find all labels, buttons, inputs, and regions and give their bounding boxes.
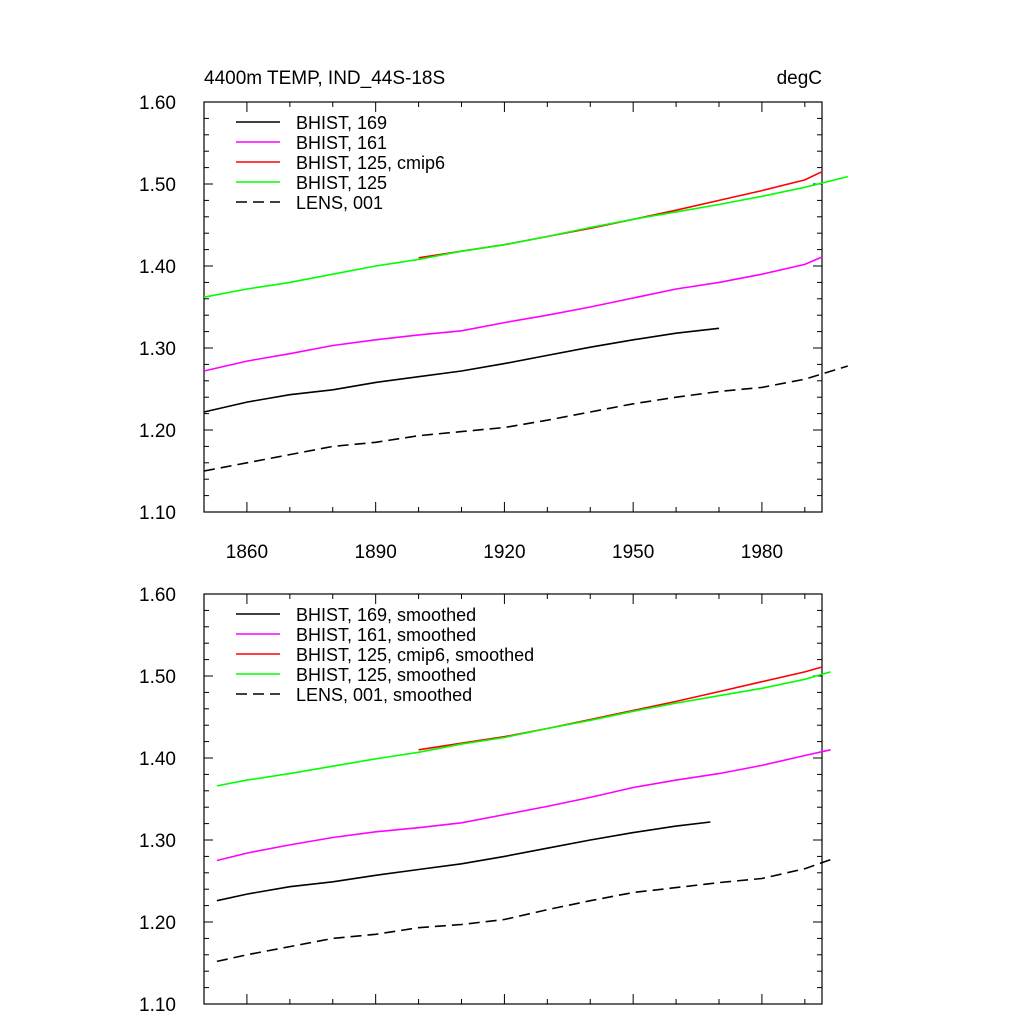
plot-frame [203, 101, 823, 513]
y-tick-label: 1.50 [139, 667, 176, 688]
y-tick-label: 1.10 [139, 995, 176, 1016]
legend-entry: BHIST, 125, cmip6 [296, 153, 445, 173]
series-line [203, 175, 848, 298]
legend-entry: BHIST, 125 [296, 173, 387, 193]
x-tick-label: 1980 [741, 542, 783, 563]
legend-entry: BHIST, 125, smoothed [296, 665, 476, 685]
plot-frame [203, 593, 823, 1005]
legend-entry: BHIST, 169, smoothed [296, 605, 476, 625]
legend-entry: LENS, 001, smoothed [296, 685, 472, 705]
y-tick-label: 1.30 [139, 339, 176, 360]
chart-panel-bottom: 1.10 1.20 1.30 1.40 1.50 1.60 BHIST, 169, smoo… [139, 585, 831, 1016]
x-tick-label: 1860 [226, 542, 268, 563]
y-tick-label: 1.20 [139, 421, 176, 442]
legend-entry: BHIST, 125, cmip6, smoothed [296, 645, 534, 665]
series-line [418, 666, 823, 751]
series-line [418, 170, 823, 259]
y-tick-label: 1.30 [139, 831, 176, 852]
series-line [216, 671, 831, 787]
x-tick-label: 1890 [355, 542, 397, 563]
x-tick-label: 1950 [612, 542, 654, 563]
series-line [216, 858, 831, 963]
legend-entry: BHIST, 169 [296, 113, 387, 133]
series-line [203, 327, 720, 413]
series-line [216, 749, 831, 862]
legend-entry: BHIST, 161 [296, 133, 387, 153]
chart-title: 4400m TEMP, IND_44S-18S [204, 68, 445, 89]
legend-entry: BHIST, 161, smoothed [296, 625, 476, 645]
series-line [216, 821, 711, 902]
y-tick-label: 1.40 [139, 749, 176, 770]
x-tick-label: 1920 [483, 542, 525, 563]
y-tick-label: 1.20 [139, 913, 176, 934]
series-line [203, 365, 849, 472]
y-tick-label: 1.10 [139, 503, 176, 524]
y-tick-label: 1.60 [139, 93, 176, 114]
y-tick-label: 1.40 [139, 257, 176, 278]
y-tick-label: 1.50 [139, 175, 176, 196]
chart-panel-top: 4400m TEMP, IND_44S-18S degC 1.10 1.20 1.3… [139, 68, 849, 563]
chart-units: degC [777, 68, 822, 89]
series-line [203, 256, 823, 372]
legend-entry: LENS, 001 [296, 193, 383, 213]
y-tick-label: 1.60 [139, 585, 176, 606]
